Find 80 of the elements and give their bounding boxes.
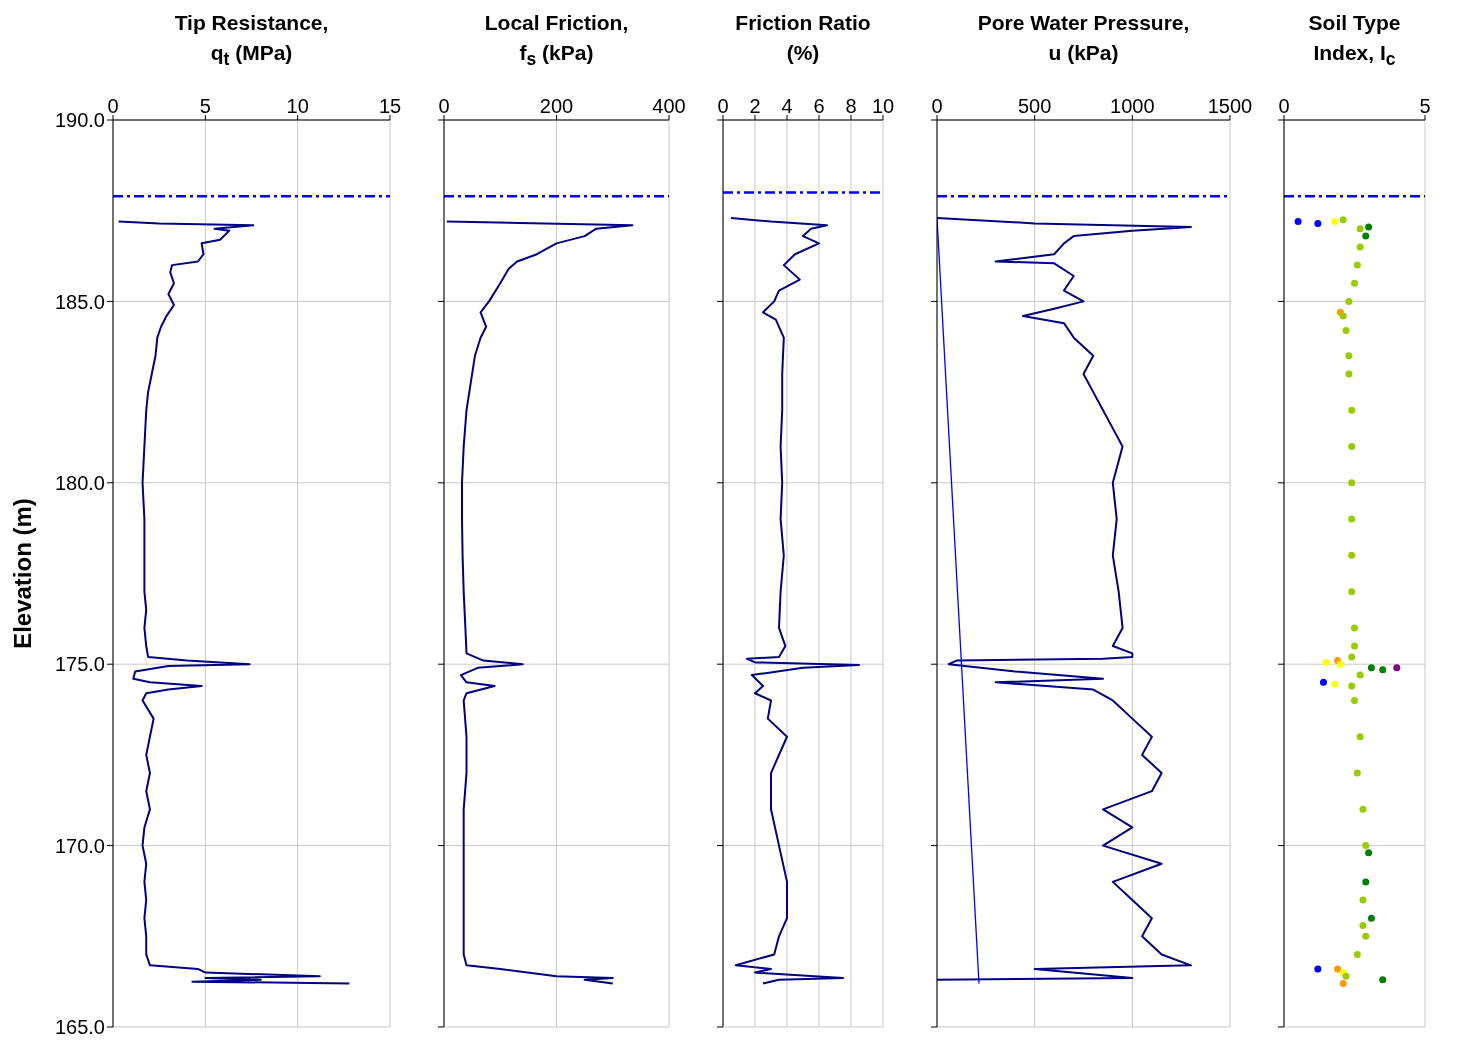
point	[1359, 805, 1367, 813]
point	[1348, 588, 1356, 596]
point	[1356, 225, 1364, 233]
chart-title: Local Friction, f$_{s}$ (kPa)	[483, 10, 630, 72]
point	[1367, 664, 1375, 672]
point	[1331, 680, 1339, 688]
point	[1314, 219, 1322, 227]
x-tick-label: 4	[781, 95, 793, 117]
point	[1379, 976, 1387, 984]
x-tick-label: 5	[1419, 95, 1431, 117]
point	[1359, 921, 1367, 929]
point	[1339, 979, 1347, 987]
point	[1359, 896, 1367, 904]
point	[1348, 479, 1356, 487]
point	[1351, 279, 1358, 287]
y-tick-label: 165.0	[54, 1016, 105, 1039]
chart-title: Tip Resistance, q$_{t}$ (MPa)	[173, 10, 330, 72]
x-tick-label: 200	[539, 95, 574, 117]
x-tick-label: 0	[931, 95, 943, 117]
point	[1356, 671, 1364, 679]
point	[1322, 658, 1330, 666]
point	[1348, 406, 1356, 414]
x-tick-label: 10	[871, 95, 895, 117]
point	[1331, 218, 1339, 226]
point	[1362, 878, 1370, 886]
y-axis-title: Elevation (m)	[8, 498, 36, 649]
chart-title: Pore Water Pressure, u (kPa)	[976, 10, 1191, 66]
point	[1356, 243, 1364, 251]
point	[1319, 678, 1327, 686]
y-tick-label: 180.0	[54, 471, 105, 494]
x-tick-label: 0	[1278, 95, 1290, 117]
point	[1348, 682, 1356, 690]
x-tick-label: 6	[813, 95, 825, 117]
line-series	[117, 220, 351, 985]
x-tick-label: 2	[749, 95, 761, 117]
point	[1362, 932, 1370, 940]
chart-title: Soil Type Index, I$_{c}$	[1307, 10, 1402, 72]
point	[1342, 326, 1350, 334]
point	[1334, 965, 1342, 973]
point	[1351, 642, 1358, 650]
point	[1348, 443, 1356, 451]
point	[1339, 312, 1347, 320]
x-tick-label: 1000	[1110, 95, 1155, 117]
point	[1345, 297, 1353, 305]
point	[1353, 261, 1361, 269]
point	[1294, 218, 1302, 226]
point	[1362, 232, 1370, 240]
point	[1379, 666, 1387, 674]
point	[1353, 769, 1361, 777]
point	[1365, 223, 1373, 231]
point	[1353, 950, 1361, 958]
point	[1367, 914, 1375, 922]
point	[1348, 551, 1356, 559]
x-tick-label: 0	[717, 95, 729, 117]
x-tick-label: 400	[652, 95, 686, 117]
point	[1345, 352, 1353, 360]
x-tick-label: 500	[1017, 95, 1052, 117]
x-tick-label: 5	[199, 95, 211, 117]
x-tick-label: 1500	[1207, 95, 1253, 117]
x-tick-label: 8	[845, 95, 857, 117]
point	[1314, 965, 1322, 973]
y-tick-label: 170.0	[54, 834, 105, 857]
x-tick-label: 15	[378, 95, 402, 117]
point	[1365, 849, 1373, 857]
point	[1348, 653, 1356, 661]
point	[1351, 624, 1358, 632]
point	[1362, 842, 1370, 850]
point	[1339, 216, 1347, 224]
x-tick-label: 10	[286, 95, 309, 117]
y-tick-label: 185.0	[54, 290, 105, 313]
y-tick-label: 190.0	[54, 109, 105, 132]
point	[1348, 515, 1356, 523]
point	[1351, 696, 1358, 704]
point	[1345, 370, 1353, 378]
x-tick-label: 0	[438, 95, 450, 117]
x-tick-label: 0	[107, 95, 119, 117]
y-tick-label: 175.0	[54, 653, 105, 676]
point	[1356, 733, 1364, 741]
chart-title: Friction Ratio (%)	[734, 10, 872, 66]
point	[1393, 664, 1401, 672]
